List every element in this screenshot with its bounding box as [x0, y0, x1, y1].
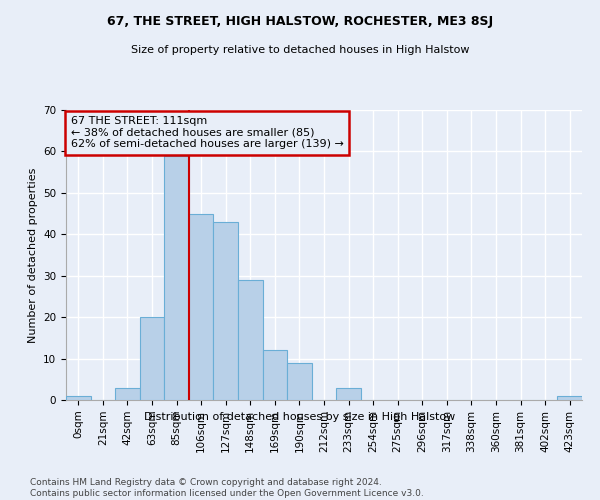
Text: Contains HM Land Registry data © Crown copyright and database right 2024.
Contai: Contains HM Land Registry data © Crown c… [30, 478, 424, 498]
Text: 67, THE STREET, HIGH HALSTOW, ROCHESTER, ME3 8SJ: 67, THE STREET, HIGH HALSTOW, ROCHESTER,… [107, 15, 493, 28]
Text: Distribution of detached houses by size in High Halstow: Distribution of detached houses by size … [145, 412, 455, 422]
Bar [263, 350, 287, 400]
Text: 67 THE STREET: 111sqm
← 38% of detached houses are smaller (85)
62% of semi-deta: 67 THE STREET: 111sqm ← 38% of detached … [71, 116, 344, 150]
Bar [557, 396, 582, 400]
Bar [115, 388, 140, 400]
Text: Size of property relative to detached houses in High Halstow: Size of property relative to detached ho… [131, 45, 469, 55]
Bar [336, 388, 361, 400]
Bar [287, 362, 312, 400]
Bar [189, 214, 214, 400]
Bar [238, 280, 263, 400]
Bar [66, 396, 91, 400]
Bar [140, 317, 164, 400]
Bar [214, 222, 238, 400]
Bar [164, 156, 189, 400]
Y-axis label: Number of detached properties: Number of detached properties [28, 168, 38, 342]
